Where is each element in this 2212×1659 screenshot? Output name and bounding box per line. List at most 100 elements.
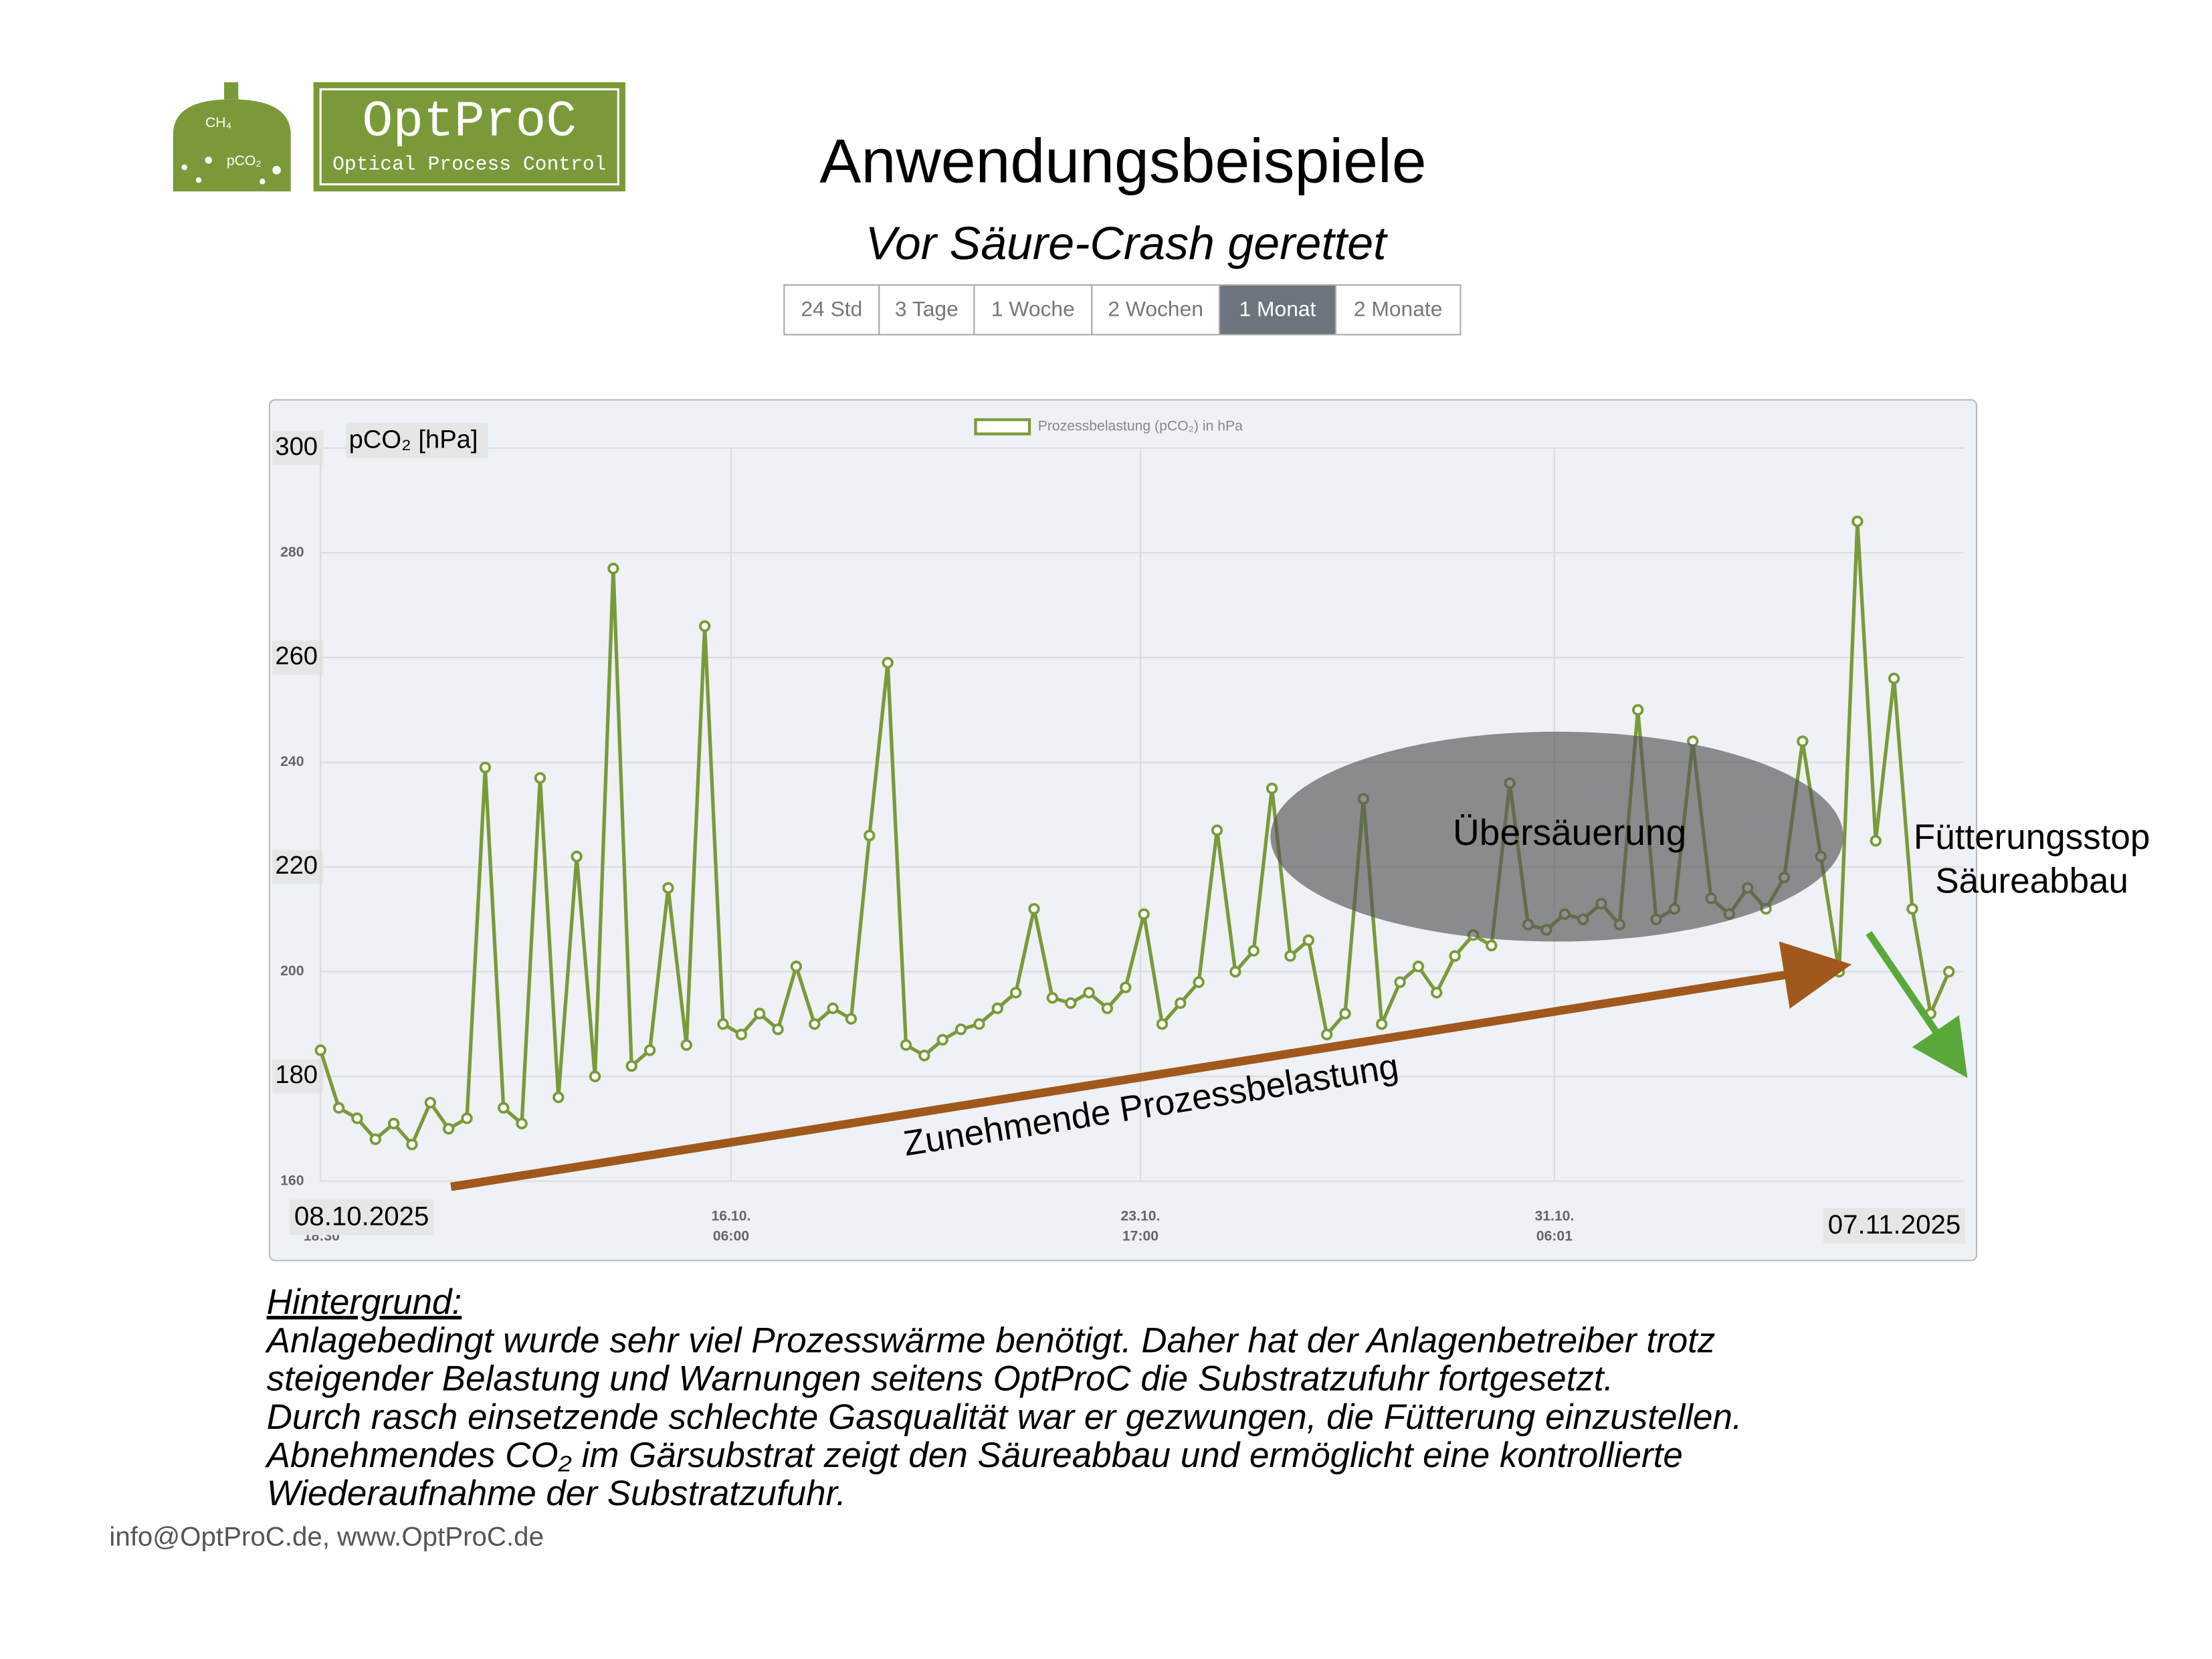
background-heading: Hintergrund:	[267, 1282, 462, 1322]
data-point	[1302, 934, 1314, 947]
data-point	[735, 1028, 748, 1041]
data-point	[625, 1060, 637, 1072]
data-point	[479, 761, 492, 773]
logo-pco2: pCO₂	[227, 153, 262, 169]
range-button[interactable]	[1219, 284, 1336, 336]
data-point	[827, 1002, 839, 1015]
range-button[interactable]	[1334, 284, 1462, 336]
data-point	[369, 1133, 381, 1145]
data-point	[772, 1023, 784, 1036]
range-button-label[interactable]: 2 Monate	[1354, 297, 1443, 321]
data-point	[1320, 1028, 1333, 1041]
data-point	[918, 1050, 930, 1062]
range-button-label[interactable]: 24 Std	[801, 297, 862, 321]
data-point	[1412, 961, 1425, 973]
data-point	[680, 1039, 692, 1051]
y-tick-label: 220	[275, 851, 318, 880]
range-button[interactable]	[878, 284, 975, 336]
y-tick-label: 280	[280, 545, 304, 560]
data-point	[406, 1139, 418, 1151]
data-point	[864, 830, 876, 842]
data-point	[1797, 735, 1809, 747]
data-point	[790, 961, 803, 973]
stop-label: Fütterungsstop	[1914, 817, 2150, 857]
data-point	[1065, 997, 1077, 1009]
data-point	[1851, 515, 1864, 528]
data-point	[845, 1013, 858, 1025]
range-buttons: 24 Std 3 Tage 1 Woche 2 Wochen 1 Monat 2 Mona…	[783, 284, 1462, 336]
range-button-label[interactable]: 3 Tage	[895, 297, 959, 321]
trend-arrow	[450, 941, 1852, 1191]
y-tick-label: 300	[275, 432, 318, 461]
data-point	[1942, 965, 1955, 978]
legend-swatch	[974, 418, 1031, 435]
acid-highlight	[1270, 731, 1843, 942]
data-point	[717, 1018, 729, 1030]
y-tick-bg	[272, 1059, 324, 1094]
data-point	[1229, 965, 1241, 978]
data-point	[1449, 950, 1461, 962]
data-point	[1266, 782, 1278, 795]
data-point	[991, 1002, 1003, 1015]
data-point	[1247, 945, 1260, 957]
data-point	[1009, 987, 1022, 999]
data-point	[314, 1044, 326, 1056]
data-point	[1833, 965, 1845, 978]
data-point	[1339, 1007, 1351, 1019]
decline-arrow	[1866, 931, 1968, 1078]
data-point	[1101, 1002, 1114, 1015]
data-point	[1888, 672, 1900, 684]
range-button-label[interactable]: 2 Wochen	[1108, 297, 1203, 321]
x-tick-label: 16.10. 06:00	[711, 1208, 750, 1244]
data-point	[1284, 950, 1296, 962]
legend-label: Prozessbelastung (pCO₂) in hPa	[1038, 419, 1243, 434]
data-point	[461, 1112, 473, 1125]
data-point	[882, 657, 894, 669]
y-tick-bg	[272, 431, 324, 466]
data-point	[1394, 976, 1406, 988]
data-point	[571, 850, 583, 863]
data-point	[1046, 992, 1059, 1004]
data-point	[936, 1034, 948, 1046]
y-tick-bg	[272, 640, 324, 675]
data-point	[1193, 976, 1205, 988]
logo-name: OptProC	[363, 92, 577, 151]
acid-decline-label: Säureabbau	[1935, 862, 2128, 901]
data-point	[809, 1018, 821, 1030]
y-axis-label: pCO₂ [hPa]	[349, 425, 478, 454]
logo-ch4: CH₄	[205, 115, 231, 130]
data-point	[1431, 987, 1443, 999]
chart-frame	[268, 399, 1978, 1262]
background-line: Wiederaufnahme der Substratzufuhr.	[267, 1474, 846, 1513]
data-point	[607, 563, 619, 575]
range-button-label[interactable]: 1 Monat	[1239, 297, 1316, 321]
data-point	[954, 1023, 967, 1036]
x-tick-label: 23.10. 17:00	[1121, 1208, 1161, 1244]
range-button[interactable]	[783, 284, 880, 336]
date-bg	[289, 1199, 434, 1236]
data-point	[1486, 939, 1498, 952]
data-point	[442, 1123, 455, 1135]
range-button-label[interactable]: 1 Woche	[991, 297, 1075, 321]
end-date: 07.11.2025	[1828, 1209, 1961, 1240]
data-point	[754, 1007, 766, 1019]
data-point	[1175, 997, 1187, 1009]
data-point	[698, 620, 711, 632]
title: Anwendungsbeispiele	[819, 126, 1426, 196]
data-point	[387, 1117, 400, 1130]
y-tick-label: 180	[275, 1060, 318, 1089]
y-tick-label: 200	[280, 963, 304, 979]
footer: info@OptProC.de, www.OptProC.de	[109, 1521, 544, 1551]
acid-label: Übersäuerung	[1453, 811, 1686, 853]
start-date: 08.10.2025	[294, 1201, 429, 1231]
data-point	[1028, 902, 1040, 915]
range-button[interactable]	[1091, 284, 1221, 336]
background-line: Durch rasch einsetzende schlechte Gasqua…	[267, 1397, 1742, 1437]
background-line: Abnehmendes CO₂ im Gärsubstrat zeigt den…	[265, 1436, 1683, 1475]
data-point	[498, 1102, 510, 1114]
data-point	[1156, 1018, 1169, 1030]
logo-tagline: Optical Process Control	[332, 153, 606, 176]
data-point	[662, 882, 674, 894]
